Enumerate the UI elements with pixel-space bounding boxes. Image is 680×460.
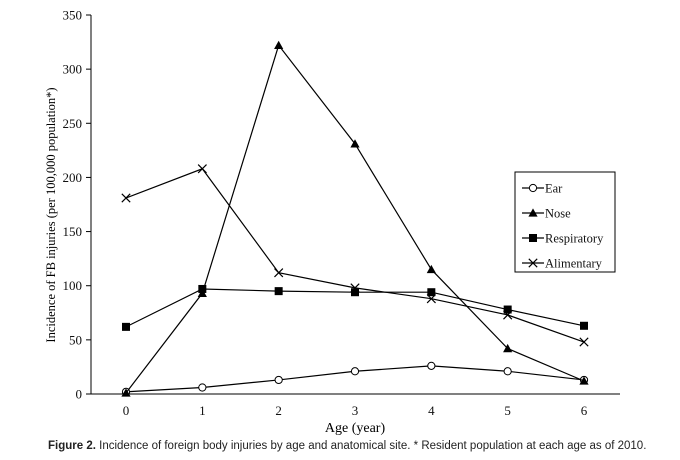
x-tick-label: 2 [275,403,282,418]
y-tick-label: 50 [69,332,82,347]
series-respiratory [122,284,588,331]
caption-label: Figure 2. [48,440,96,452]
x-axis-label: Age (year) [325,421,386,436]
series-alimentary-point [426,294,436,304]
series-respiratory-point [351,288,359,297]
series-alimentary-point [579,337,589,347]
series-respiratory-point [198,284,207,293]
series-respiratory-point [274,287,283,296]
legend-label: Ear [545,182,563,196]
series-respiratory-point [122,322,130,331]
series-alimentary-point [121,193,131,203]
x-tick-label: 5 [504,403,511,418]
y-tick-label: 150 [63,224,83,239]
x-tick-label: 4 [428,403,435,418]
x-tick-label: 0 [123,403,130,418]
series-alimentary-point [350,283,360,293]
series-nose-point [426,264,436,274]
figure-caption: Figure 2. Incidence of foreign body inju… [48,440,678,452]
series-respiratory-point [580,321,588,330]
axes: 0 50 100 150 200 250 300 350 0 1 2 3 4 5 6 [63,8,620,418]
series-ear-point [198,383,207,392]
series-nose-point [579,376,589,385]
y-axis-label: Incidence of FB injuries (per 100,000 po… [44,87,58,342]
y-tick-label: 350 [63,8,83,23]
legend-item-alimentary: Alimentary [522,257,603,271]
y-tick-label: 100 [63,278,83,293]
x-tick-label: 3 [352,403,359,418]
legend-item-ear: Ear [522,182,563,196]
series-nose-point [350,139,360,148]
series-layer [121,40,589,397]
series-alimentary-point [274,268,284,278]
series-ear-point [350,367,360,376]
series-nose-point [121,388,131,397]
legend: Ear Nose Respiratory Alimentary [514,171,616,273]
y-tick-label: 200 [63,170,83,185]
legend-item-nose: Nose [522,207,571,221]
y-tick-label: 0 [76,387,83,402]
series-ear-point [427,361,436,370]
series-alimentary-point [503,310,513,320]
series-respiratory-point [503,305,512,314]
caption-text: Incidence of foreign body injuries by ag… [99,440,647,452]
series-ear-point [503,367,512,376]
legend-label: Nose [545,207,571,221]
series-alimentary [121,164,589,347]
series-ear [121,361,589,396]
series-nose [121,40,589,397]
series-respiratory-point [427,288,436,297]
series-nose-point [274,40,284,49]
legend-marker [528,183,538,193]
x-tick-label: 1 [199,403,206,418]
legend-marker [528,258,538,268]
legend-item-respiratory: Respiratory [522,232,604,246]
series-alimentary-point [197,164,207,174]
y-tick-label: 250 [63,116,83,131]
y-tick-label: 300 [63,62,83,77]
legend-marker [528,208,538,217]
series-nose-point [503,343,513,353]
legend-label: Alimentary [545,257,603,271]
legend-marker [529,234,537,242]
series-ear-point [274,375,283,385]
x-tick-label: 6 [581,403,588,418]
legend-label: Respiratory [545,232,604,246]
